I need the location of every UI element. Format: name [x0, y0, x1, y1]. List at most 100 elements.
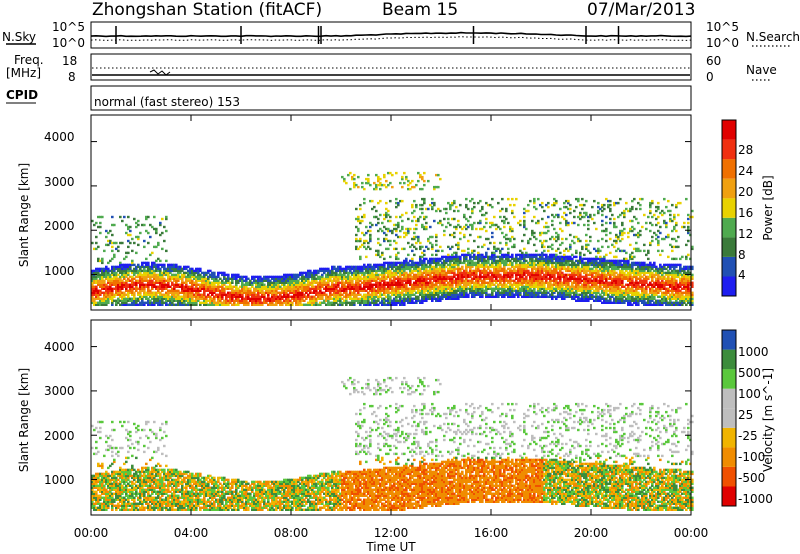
power-cell	[465, 217, 468, 221]
power-cell	[127, 267, 130, 271]
power-cell	[573, 241, 576, 245]
power-cell	[535, 237, 538, 241]
power-cell	[485, 265, 488, 269]
power-cell	[565, 263, 568, 267]
power-cell	[571, 239, 574, 243]
power-cell	[495, 287, 498, 290]
power-cell	[457, 219, 460, 223]
power-cell	[307, 283, 310, 286]
power-cell	[415, 205, 418, 209]
power-cell	[313, 281, 316, 284]
power-cell	[441, 281, 444, 284]
power-cell	[317, 303, 320, 306]
power-cell	[443, 293, 446, 296]
power-cell	[407, 263, 410, 267]
power-cell	[573, 271, 576, 275]
power-cell	[523, 281, 526, 284]
power-cell	[567, 201, 570, 205]
power-cell	[335, 277, 338, 280]
power-cell	[373, 289, 376, 292]
power-cell	[455, 291, 458, 294]
power-cell	[431, 269, 434, 273]
power-cell	[119, 281, 122, 284]
power-cell	[111, 267, 114, 271]
power-cell	[421, 289, 424, 292]
power-cell	[351, 283, 354, 286]
power-cell	[101, 281, 104, 284]
power-cell	[353, 267, 356, 271]
power-cell	[535, 285, 538, 288]
power-cell	[381, 279, 384, 282]
power-cell	[169, 301, 172, 304]
power-cell	[565, 279, 568, 282]
power-cell	[189, 279, 192, 282]
power-cell	[479, 271, 482, 275]
power-cell	[241, 279, 244, 282]
power-cell	[227, 291, 230, 294]
power-cell	[329, 297, 332, 300]
power-cell	[177, 289, 180, 292]
power-cell	[423, 271, 426, 275]
power-cell	[235, 283, 238, 286]
power-cell	[381, 275, 384, 279]
power-cell	[405, 177, 408, 181]
power-cell	[401, 273, 404, 277]
power-cell	[121, 293, 124, 296]
power-cell	[289, 287, 292, 290]
power-cell	[451, 267, 454, 271]
power-cell	[205, 283, 208, 286]
power-cell	[275, 285, 278, 288]
power-cell	[91, 269, 94, 273]
power-cell	[417, 269, 420, 273]
power-cell	[399, 271, 402, 275]
power-cell	[195, 299, 198, 302]
power-cell	[489, 295, 492, 298]
power-cell	[347, 281, 350, 284]
power-cell	[567, 255, 570, 259]
power-cell	[523, 259, 526, 263]
power-cell	[249, 287, 252, 290]
power-cell	[187, 285, 190, 288]
power-cell	[407, 279, 410, 282]
power-cell	[539, 295, 542, 298]
power-cell	[167, 297, 170, 300]
power-cell	[519, 271, 522, 275]
power-cell	[455, 281, 458, 284]
power-cell	[97, 301, 100, 304]
power-cell	[103, 301, 106, 304]
power-cell	[117, 285, 120, 288]
power-cell	[243, 303, 246, 306]
power-cell	[309, 289, 312, 292]
power-cell	[371, 265, 374, 269]
power-cell	[103, 293, 106, 296]
power-cell	[245, 299, 248, 302]
power-cell	[429, 267, 432, 271]
power-cell	[397, 269, 400, 273]
power-cell	[517, 287, 520, 290]
power-cell	[437, 281, 440, 284]
power-cell	[517, 283, 520, 286]
power-cell	[103, 295, 106, 298]
power-cell	[317, 297, 320, 300]
power-cell	[409, 299, 412, 302]
power-cell	[567, 277, 570, 280]
power-cell	[531, 283, 534, 286]
power-cell	[307, 289, 310, 292]
power-cell	[371, 279, 374, 282]
power-cell	[443, 271, 446, 275]
power-cell	[471, 295, 474, 298]
power-cell	[523, 233, 526, 237]
power-cell	[357, 271, 360, 275]
power-cell	[415, 275, 418, 279]
power-cell	[453, 297, 456, 300]
power-cell	[397, 281, 400, 284]
power-cell	[173, 291, 176, 294]
power-cell	[395, 233, 398, 237]
noise-sky-trace	[90, 31, 692, 38]
power-cell	[421, 263, 424, 267]
power-cell	[481, 279, 484, 282]
power-cell	[171, 283, 174, 286]
power-cell	[227, 303, 230, 306]
power-cell	[575, 197, 578, 201]
power-cell	[577, 269, 580, 273]
